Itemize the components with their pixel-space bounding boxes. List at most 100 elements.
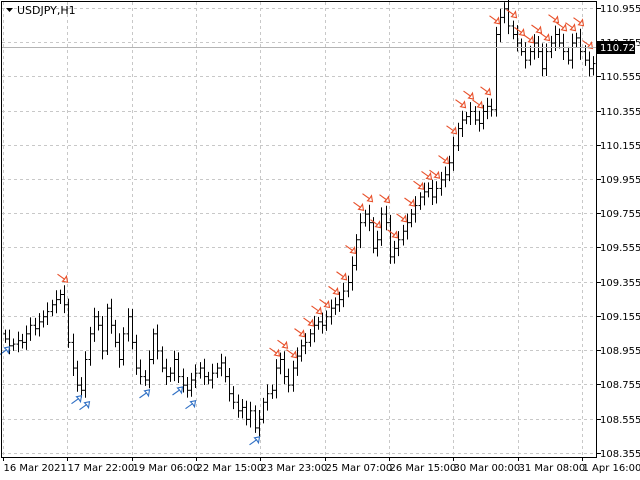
ohlc-bar bbox=[231, 386, 236, 410]
ohlc-bar bbox=[405, 213, 410, 240]
ohlc-bar bbox=[434, 181, 439, 204]
sell-arrow-icon bbox=[565, 22, 577, 32]
ohlc-bar bbox=[291, 360, 296, 392]
y-tick-label: 109.555 bbox=[600, 243, 640, 254]
ohlc-bar bbox=[485, 97, 490, 120]
ohlc-bar bbox=[219, 353, 224, 377]
ohlc-bar bbox=[379, 207, 384, 246]
sell-arrow-icon bbox=[269, 347, 281, 357]
ohlc-bar bbox=[270, 384, 275, 399]
buy-arrow-icon bbox=[172, 386, 184, 396]
ohlc-bar bbox=[223, 356, 228, 383]
chevron-down-icon[interactable] bbox=[6, 8, 13, 12]
ohlc-bar bbox=[308, 328, 313, 347]
y-tick-label: 110.555 bbox=[600, 72, 640, 83]
ohlc-bar bbox=[151, 328, 156, 365]
sell-arrow-icon bbox=[362, 193, 374, 203]
ohlc-bar bbox=[3, 329, 8, 343]
sell-arrow-icon bbox=[370, 219, 382, 229]
ohlc-bar bbox=[286, 368, 291, 393]
ohlc-bar bbox=[295, 347, 300, 376]
sell-arrow-icon bbox=[556, 22, 568, 32]
sell-arrow-icon bbox=[387, 229, 399, 239]
ohlc-bar bbox=[464, 112, 469, 125]
ohlc-bar bbox=[439, 171, 444, 196]
sell-arrow-icon bbox=[438, 155, 450, 165]
ohlc-bar bbox=[456, 122, 461, 151]
ohlc-bar bbox=[350, 256, 355, 291]
y-tick-label: 110.355 bbox=[600, 107, 640, 118]
ohlc-bar bbox=[557, 28, 562, 49]
y-tick-label: 109.955 bbox=[600, 175, 640, 186]
ohlc-bar bbox=[299, 339, 304, 362]
sell-arrow-icon bbox=[539, 32, 551, 42]
sell-arrow-icon bbox=[57, 273, 69, 283]
sell-arrow-icon bbox=[548, 14, 560, 24]
buy-arrow-icon bbox=[139, 389, 151, 399]
sell-arrow-icon bbox=[531, 24, 543, 34]
ohlc-bar bbox=[574, 32, 579, 48]
ohlc-bar bbox=[282, 351, 287, 385]
sell-arrow-icon bbox=[286, 349, 298, 359]
ohlc-bar bbox=[71, 333, 76, 376]
sell-arrow-icon bbox=[319, 299, 331, 309]
symbol-header: USDJPY,H1 bbox=[6, 4, 76, 17]
ohlc-bar bbox=[337, 291, 342, 312]
sell-arrow-icon bbox=[311, 305, 323, 315]
ohlc-bar bbox=[477, 110, 482, 132]
ohlc-bar bbox=[28, 317, 33, 341]
sell-arrow-icon bbox=[506, 9, 518, 19]
ohlc-bar bbox=[92, 307, 97, 342]
ohlc-bar bbox=[41, 310, 46, 328]
y-tick-label: 109.155 bbox=[600, 312, 640, 323]
ohlc-bar bbox=[549, 35, 554, 59]
ohlc-bar bbox=[430, 179, 435, 205]
ohlc-bar bbox=[206, 371, 211, 385]
price-axis: 110.955110.755110.555110.355110.155109.9… bbox=[597, 4, 640, 460]
ohlc-bar bbox=[426, 182, 431, 198]
y-tick-label: 109.755 bbox=[600, 209, 640, 220]
ohlc-bar bbox=[388, 214, 393, 264]
ohlc-bar bbox=[189, 372, 194, 397]
y-tick-label: 110.155 bbox=[600, 141, 640, 152]
ohlc-bar bbox=[274, 359, 279, 399]
ohlc-bar bbox=[312, 315, 317, 343]
sell-arrow-icon bbox=[472, 99, 484, 109]
ohlc-bar bbox=[523, 42, 528, 69]
ohlc-bar bbox=[50, 299, 55, 317]
ohlc-bar bbox=[240, 398, 245, 419]
ohlc-bar bbox=[134, 334, 139, 375]
y-tick-label: 108.755 bbox=[600, 380, 640, 391]
ohlc-bar bbox=[329, 299, 334, 325]
ohlc-bar bbox=[375, 230, 380, 257]
ohlc-bar bbox=[236, 394, 241, 418]
ohlc-bar bbox=[58, 289, 63, 304]
sell-arrow-icon bbox=[455, 99, 467, 109]
ohlc-bar bbox=[62, 285, 67, 314]
sell-arrow-icon bbox=[345, 244, 357, 255]
ohlc-bar bbox=[202, 358, 207, 385]
plot-frame bbox=[1, 1, 597, 458]
x-tick-label: 16 Mar 2021 bbox=[4, 463, 67, 474]
sell-arrow-icon bbox=[336, 271, 348, 281]
ohlc-bar bbox=[341, 282, 346, 308]
ohlc-bar bbox=[261, 397, 266, 424]
ohlc-bar bbox=[16, 331, 21, 353]
ohlc-bar bbox=[185, 377, 190, 398]
trade-arrows bbox=[0, 9, 594, 446]
ohlc-bar bbox=[244, 400, 249, 426]
ohlc-bar bbox=[121, 327, 126, 366]
ohlc-bar bbox=[181, 368, 186, 393]
ohlc-bar bbox=[536, 35, 541, 58]
sell-arrow-icon bbox=[573, 17, 585, 27]
ohlc-bar bbox=[473, 106, 478, 125]
y-tick-label: 108.955 bbox=[600, 346, 640, 357]
y-tick-label: 108.555 bbox=[600, 415, 640, 426]
ohlc-bar bbox=[367, 204, 372, 232]
x-tick-label: 19 Mar 06:00 bbox=[133, 463, 200, 474]
ohlc-bar bbox=[422, 182, 427, 206]
ohlc-bar bbox=[37, 313, 42, 337]
ohlc-bar bbox=[168, 367, 173, 382]
buy-arrow-icon bbox=[249, 436, 261, 446]
ohlc-bar bbox=[316, 316, 321, 330]
